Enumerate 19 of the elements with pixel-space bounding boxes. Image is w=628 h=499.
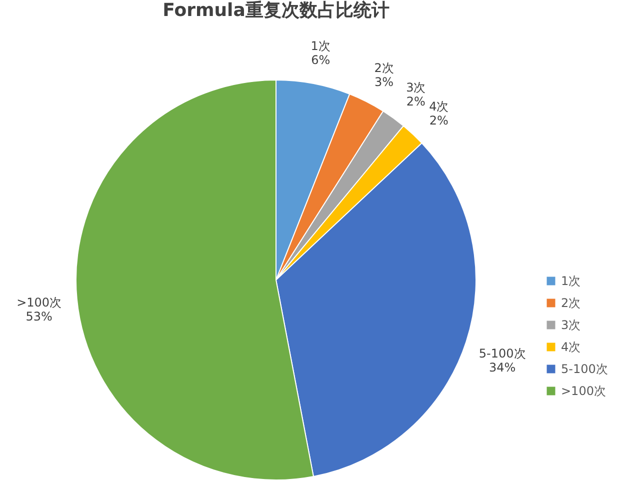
data-label: 53% xyxy=(26,309,52,324)
legend-label: 3次 xyxy=(561,318,581,332)
slice-label: 1次 xyxy=(310,39,330,54)
chart-title: Formula重复次数占比统计 xyxy=(162,0,390,22)
data-label: 2% xyxy=(406,94,426,108)
slice-label: 2次 xyxy=(374,60,394,75)
slice-label: 3次 xyxy=(406,80,426,94)
legend-label: 1次 xyxy=(561,274,581,288)
legend-label: >100次 xyxy=(561,384,606,398)
data-label: 3% xyxy=(374,74,394,89)
slice-label: 4次 xyxy=(429,100,449,114)
data-label: 6% xyxy=(311,53,330,68)
legend-label: 4次 xyxy=(561,340,581,354)
legend-label: 5-100次 xyxy=(561,362,608,376)
slice-label: 5-100次 xyxy=(478,346,526,361)
legend-label: 2次 xyxy=(561,296,581,310)
slice-label: >100次 xyxy=(16,295,62,310)
data-label: 2% xyxy=(429,114,448,128)
data-label: 34% xyxy=(489,360,516,375)
